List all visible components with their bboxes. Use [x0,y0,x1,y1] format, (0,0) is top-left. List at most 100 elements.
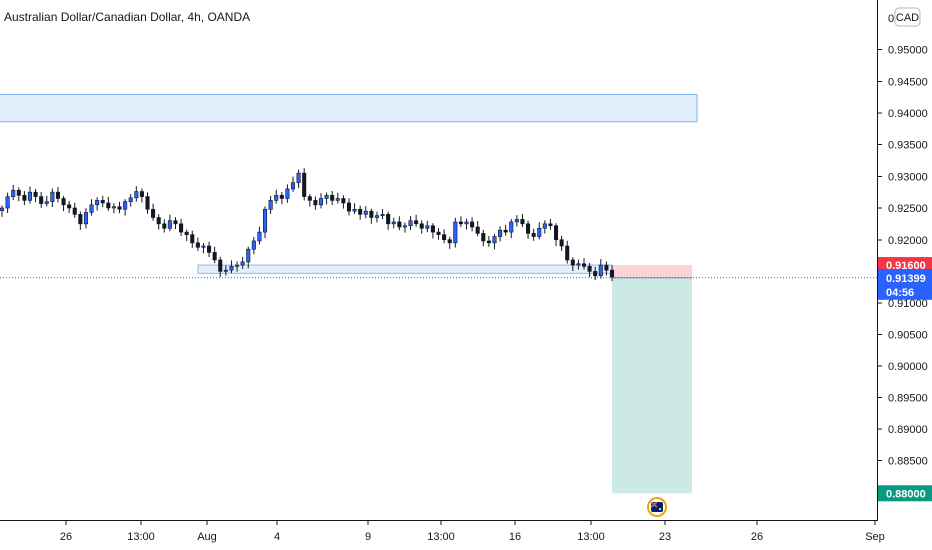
candle-bull [134,191,139,199]
candle-bear [162,223,167,229]
candle-bull [257,231,262,242]
candle-bull [335,198,340,201]
price-tick-label: 0.92000 [888,235,928,247]
candle-bear [386,214,391,225]
price-tick-label: 0.95000 [888,45,928,57]
candle-bear [279,195,284,199]
candle-bull [27,191,33,201]
price-tick-label: 0.93000 [888,172,928,184]
resistance-zone [0,94,698,123]
candle-bull [498,229,503,237]
currency-badge[interactable]: CAD [894,7,921,27]
price-tick-label-clipped: 0 [888,13,894,25]
zones-layer [0,94,698,274]
candle-bear [179,223,184,233]
candle-bear [358,208,363,215]
candle-bear [100,200,105,204]
candle-bull [352,208,357,212]
candle-bear [218,259,223,272]
candle-bear [61,198,66,206]
candle-bear [207,245,212,253]
candle-bull [514,219,519,223]
candle-bear [302,172,307,197]
candle-bull [509,221,514,233]
countdown-label: 04:56 [886,287,914,299]
candle-bull [262,208,268,233]
candle-bull [576,263,581,266]
candle-bear [486,240,491,244]
candle-bear [346,202,352,212]
candle-bull [492,236,497,244]
candle-bear [593,271,598,277]
candle-bear [470,221,475,228]
candle-bull [268,200,273,210]
time-tick-label: 4 [274,531,280,543]
candle-bull [363,210,368,215]
time-tick-label: 16 [509,531,521,543]
candle-bear [184,231,189,235]
current-price-tag-label: 0.91399 [886,273,926,285]
time-axis[interactable]: 26 13:00 Aug 4 9 13:00 16 13:00 23 26 Sep [60,520,885,543]
candle-bull [123,201,128,210]
candle-bear [520,219,525,225]
price-tick-label: 0.90500 [888,330,928,342]
candle-bear [72,207,77,215]
price-tick-label: 0.94500 [888,77,928,89]
candle-bear [397,221,402,228]
candle-bear [151,208,156,218]
candle-bear [587,266,592,272]
price-tick-label: 0.88500 [888,456,928,468]
time-tick-label: 13:00 [127,531,155,543]
time-tick-label: 26 [60,531,72,543]
currency-badge-box [894,7,921,27]
candle-bull [240,261,245,266]
candle-bull [95,200,100,206]
candle-bear [330,195,335,201]
candle-bear [55,191,60,199]
candle-bull [425,225,430,229]
candle-bear [442,234,447,241]
position-layer[interactable] [612,265,692,494]
candle-bear [313,200,318,206]
candle-bull [318,198,324,206]
price-tick-label: 0.93500 [888,140,928,152]
candle-bull [83,212,88,225]
candle-bull [380,214,385,216]
position-risk-area [612,265,692,278]
candle-bear [565,245,570,261]
candle-bull [5,196,10,209]
candle-bull [453,221,458,244]
time-tick-label: Aug [197,531,217,543]
support-zone [197,264,613,274]
candle-bear [139,191,144,197]
candle-bull [402,225,407,228]
time-tick-label: 9 [365,531,371,543]
candle-bear [212,252,217,261]
time-tick-label: 13:00 [427,531,455,543]
candle-bear [581,263,587,267]
candle-bear [447,239,452,244]
candle-bear [78,214,83,225]
candle-bear [16,189,21,196]
target-tp-tag-label: 0.88000 [886,488,926,500]
target-tp-tag-box [878,485,932,502]
candle-bull [223,269,228,272]
candle-bear [33,191,38,197]
candle-bear [414,220,419,225]
price-tick-label: 0.91000 [888,298,928,310]
candle-bull [111,206,116,209]
candle-bull [167,220,172,229]
time-tick-label: 13:00 [577,531,605,543]
candle-bull [201,245,206,248]
candles-layer [0,168,615,282]
candle-bear [307,196,312,201]
candle-bear [531,233,536,237]
candle-bull [542,223,547,229]
candle-bull [285,188,290,199]
australia-flag-icon[interactable] [647,497,667,517]
candle-bear [341,198,346,204]
candle-bear [67,204,72,209]
